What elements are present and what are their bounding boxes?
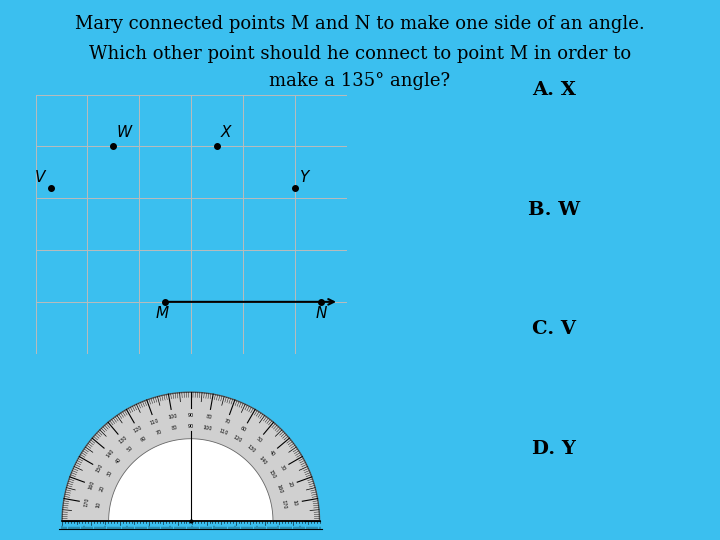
- Text: 170: 170: [84, 497, 90, 508]
- Text: $N$: $N$: [315, 306, 328, 321]
- Text: 110: 110: [150, 418, 160, 426]
- Text: 20: 20: [99, 485, 106, 492]
- Text: 150: 150: [268, 469, 276, 479]
- Text: 80: 80: [171, 426, 178, 431]
- Text: Which other point should he connect to point M in order to: Which other point should he connect to p…: [89, 45, 631, 63]
- Text: 170: 170: [280, 500, 287, 510]
- Text: 90: 90: [188, 413, 194, 418]
- Text: 20: 20: [287, 481, 293, 489]
- Text: 120: 120: [233, 435, 243, 444]
- Polygon shape: [62, 392, 320, 521]
- Text: 70: 70: [223, 418, 230, 425]
- Text: $Y$: $Y$: [299, 168, 311, 185]
- Text: 150: 150: [95, 463, 104, 474]
- Text: A. X: A. X: [531, 80, 576, 99]
- Text: 160: 160: [88, 480, 96, 490]
- Text: $V$: $V$: [34, 168, 47, 185]
- Text: 60: 60: [240, 426, 248, 433]
- Text: 140: 140: [105, 448, 115, 458]
- Text: 30: 30: [279, 464, 286, 472]
- Text: $W$: $W$: [116, 124, 133, 140]
- Text: 100: 100: [168, 414, 178, 420]
- Text: 40: 40: [115, 456, 122, 464]
- Text: 100: 100: [202, 425, 212, 431]
- Text: $M$: $M$: [156, 306, 170, 321]
- Text: 10: 10: [292, 499, 298, 506]
- Text: 70: 70: [155, 429, 163, 436]
- Text: Mary connected points M and N to make one side of an angle.: Mary connected points M and N to make on…: [75, 15, 645, 33]
- Text: B. W: B. W: [528, 200, 580, 219]
- Text: 50: 50: [127, 445, 135, 453]
- Text: make a 135° angle?: make a 135° angle?: [269, 72, 451, 90]
- Text: 30: 30: [106, 470, 113, 478]
- Text: 80: 80: [206, 414, 212, 420]
- Text: 160: 160: [275, 483, 283, 494]
- Text: 40: 40: [268, 449, 276, 457]
- Text: 60: 60: [140, 436, 148, 443]
- Text: 90: 90: [188, 424, 194, 429]
- Text: C. V: C. V: [531, 320, 576, 339]
- Text: D. Y: D. Y: [532, 440, 575, 458]
- Text: 130: 130: [246, 444, 256, 454]
- Text: 50: 50: [255, 436, 263, 444]
- Text: $X$: $X$: [220, 124, 233, 140]
- Text: 130: 130: [118, 435, 128, 445]
- Polygon shape: [109, 439, 273, 521]
- Text: 120: 120: [132, 425, 143, 434]
- Text: 110: 110: [217, 429, 228, 436]
- Text: 10: 10: [95, 501, 102, 508]
- Text: 140: 140: [258, 455, 268, 465]
